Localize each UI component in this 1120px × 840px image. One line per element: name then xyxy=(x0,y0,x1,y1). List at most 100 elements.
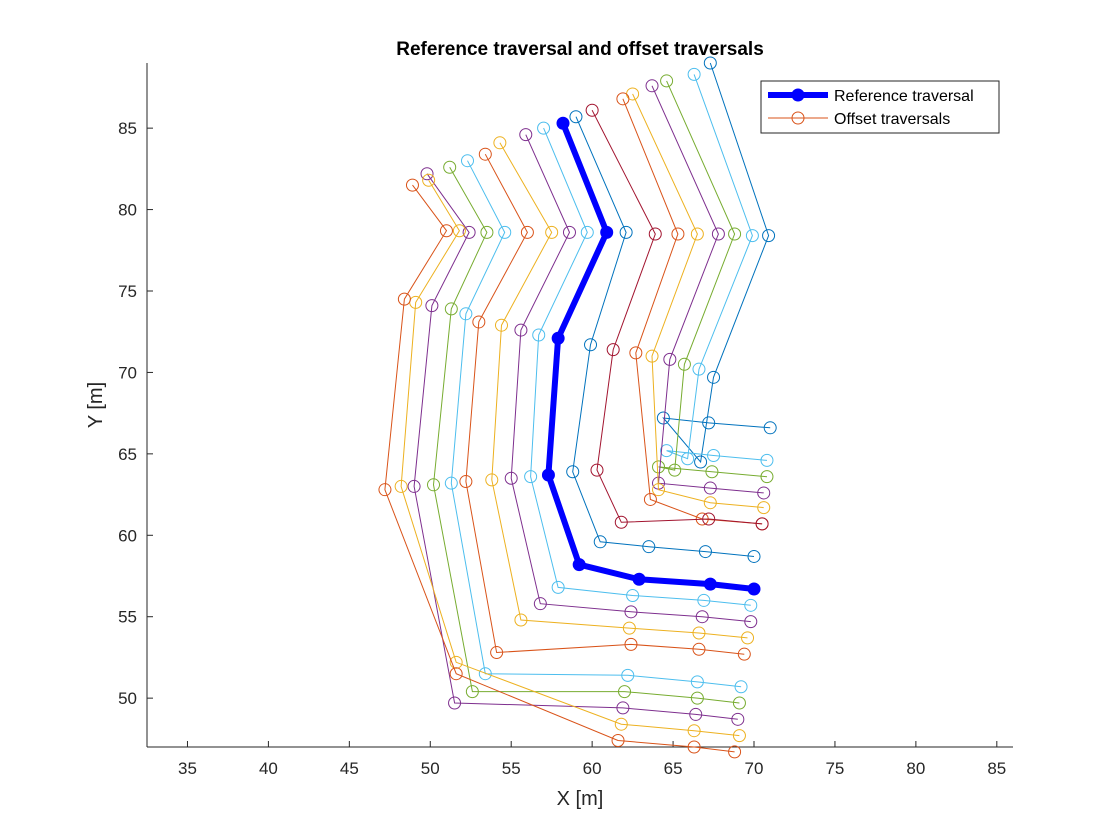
offset-traversal-point xyxy=(656,411,670,425)
offset-traversal-point xyxy=(614,515,628,529)
offset-traversal-point xyxy=(397,292,411,306)
offset-traversal-point xyxy=(562,225,576,239)
offset-traversal-line-6 xyxy=(622,98,763,525)
y-axis-label: Y [m] xyxy=(85,382,107,428)
offset-traversal-point xyxy=(478,667,492,681)
x-tick-label: 40 xyxy=(259,759,278,778)
offset-traversal-point xyxy=(737,647,751,661)
reference-traversal-point xyxy=(600,225,614,239)
offset-traversal-line-14 xyxy=(432,166,740,704)
offset-traversal-point xyxy=(444,302,458,316)
offset-traversal-point xyxy=(705,465,719,479)
offset-traversal-point xyxy=(425,299,439,313)
offset-traversal-point xyxy=(629,346,643,360)
offset-traversal-point xyxy=(760,470,774,484)
offset-traversal-point xyxy=(690,691,704,705)
offset-traversal-line-2 xyxy=(666,74,768,461)
offset-traversal-point xyxy=(703,56,717,70)
offset-traversal-point xyxy=(711,227,725,241)
reference-traversal-point xyxy=(747,582,761,596)
offset-traversal-point xyxy=(452,224,466,238)
offset-traversal-line-1 xyxy=(662,62,771,464)
reference-traversal-point xyxy=(556,116,570,130)
offset-traversal-point xyxy=(703,496,717,510)
offset-traversal-point xyxy=(590,463,604,477)
offset-traversal-point xyxy=(611,733,625,747)
offset-traversal-point xyxy=(663,352,677,366)
x-tick-label: 35 xyxy=(178,759,197,778)
offset-traversal-point xyxy=(703,481,717,495)
offset-traversal-point xyxy=(427,478,441,492)
offset-traversal-point xyxy=(747,549,761,563)
offset-traversal-point xyxy=(690,227,704,241)
offset-traversal-point xyxy=(616,92,630,106)
offset-traversal-point xyxy=(444,476,458,490)
offset-traversal-point xyxy=(449,667,463,681)
offset-traversal-point xyxy=(405,178,419,192)
offset-traversal-point xyxy=(702,416,716,430)
offset-traversal-point xyxy=(459,307,473,321)
offset-traversal-point xyxy=(690,675,704,689)
x-tick-label: 70 xyxy=(745,759,764,778)
offset-traversal-point xyxy=(478,147,492,161)
offset-traversal-line-15 xyxy=(413,173,738,720)
offset-traversal-point xyxy=(698,545,712,559)
offset-traversal-point xyxy=(485,473,499,487)
offset-traversal-point xyxy=(480,225,494,239)
offset-traversal-point xyxy=(645,79,659,93)
offset-traversal-point xyxy=(694,455,708,469)
offset-traversal-point xyxy=(681,452,695,466)
reference-traversal-point xyxy=(572,558,586,572)
offset-traversal-point xyxy=(514,323,528,337)
y-tick-label: 60 xyxy=(118,526,137,545)
offset-traversal-point xyxy=(660,74,674,88)
offset-traversal-line-17 xyxy=(384,184,735,753)
offset-traversal-line-4 xyxy=(651,85,764,494)
offset-traversal-point xyxy=(692,362,706,376)
offset-traversal-point xyxy=(757,486,771,500)
offset-traversal-line-11 xyxy=(491,142,748,639)
y-tick-label: 70 xyxy=(118,363,137,382)
offset-traversal-point xyxy=(585,103,599,117)
offset-traversal-point xyxy=(566,465,580,479)
offset-traversal-point xyxy=(422,173,436,187)
y-tick-label: 80 xyxy=(118,201,137,220)
offset-traversal-point xyxy=(744,615,758,629)
offset-traversal-point xyxy=(449,655,463,669)
offset-traversal-point xyxy=(643,492,657,506)
offset-traversal-point xyxy=(461,154,475,168)
x-tick-label: 50 xyxy=(421,759,440,778)
legend-reference-marker xyxy=(791,88,805,102)
offset-traversal-point xyxy=(465,685,479,699)
offset-traversal-point xyxy=(692,642,706,656)
offset-traversal-point xyxy=(763,421,777,435)
offset-traversal-point xyxy=(660,444,674,458)
offset-traversal-point xyxy=(707,448,721,462)
offset-traversal-point xyxy=(621,668,635,682)
y-tick-label: 55 xyxy=(118,608,137,627)
offset-traversal-line-13 xyxy=(450,160,742,688)
offset-traversal-point xyxy=(616,701,630,715)
offset-traversal-point xyxy=(519,128,533,142)
offset-traversal-point xyxy=(493,136,507,150)
offset-traversal-point xyxy=(668,463,682,477)
y-tick-label: 75 xyxy=(118,282,137,301)
x-axis-label: X [m] xyxy=(557,788,604,810)
offset-traversal-point xyxy=(648,227,662,241)
reference-traversal-point xyxy=(632,572,646,586)
offset-traversal-point xyxy=(677,357,691,371)
offset-traversal-line-9 xyxy=(530,127,751,606)
offset-traversal-point xyxy=(545,225,559,239)
offset-traversal-point xyxy=(652,483,666,497)
offset-traversal-point xyxy=(407,479,421,493)
x-tick-label: 80 xyxy=(906,759,925,778)
y-tick-label: 65 xyxy=(118,445,137,464)
reference-traversal-line xyxy=(545,122,755,592)
offset-traversal-line-16 xyxy=(400,180,740,737)
x-tick-label: 55 xyxy=(502,759,521,778)
plot-area: 35 40 45 50 55 60 65 70 75 80 85 50 55 60 65 70 75 80 85 xyxy=(118,56,1013,778)
offset-traversal-point xyxy=(624,637,638,651)
offset-traversal-point xyxy=(624,605,638,619)
offset-traversal-point xyxy=(378,483,392,497)
